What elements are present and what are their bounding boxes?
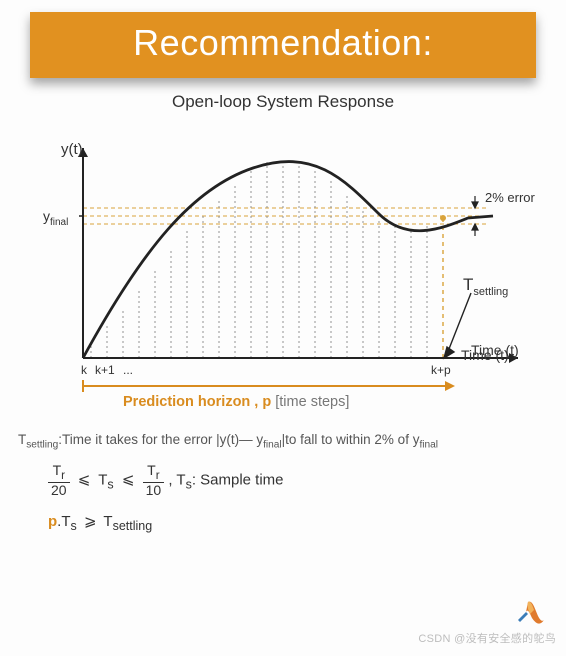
xtick-dots: ... bbox=[123, 363, 133, 377]
sample-gridlines bbox=[91, 158, 427, 358]
chart-area: y(t) yfinal Time (t) Time (t) 2% error T… bbox=[23, 118, 543, 423]
formula-block: Tr20 ⩽ Ts ⩽ Tr10 , Ts: Sample time p.Ts … bbox=[48, 463, 554, 533]
yfinal-label: yfinal bbox=[43, 208, 68, 228]
banner: Recommendation: bbox=[30, 12, 536, 78]
watermark: CSDN @没有安全感的鸵鸟 bbox=[418, 630, 556, 646]
xtick-k: k bbox=[81, 363, 88, 377]
xtick-kp: k+p bbox=[431, 363, 451, 377]
y-axis-label: y(t) bbox=[61, 141, 83, 158]
matlab-logo-icon bbox=[514, 598, 548, 628]
horizon-arrowhead bbox=[445, 381, 455, 391]
error-label: 2% error bbox=[485, 190, 536, 205]
chart-title: Open-loop System Response bbox=[12, 92, 554, 112]
tsettling-caption: Tsettling:Time it takes for the error |y… bbox=[18, 431, 548, 453]
kp-marker bbox=[440, 215, 446, 221]
horizon-inequality: p.Ts ⩾ Tsettling bbox=[48, 512, 554, 533]
time-label: Time (t) bbox=[471, 342, 519, 358]
xtick-k1: k+1 bbox=[95, 363, 115, 377]
sample-time-inequality: Tr20 ⩽ Ts ⩽ Tr10 , Ts: Sample time bbox=[48, 463, 554, 498]
response-chart: y(t) yfinal Time (t) Time (t) 2% error T… bbox=[23, 118, 543, 418]
response-curve bbox=[83, 162, 493, 358]
horizon-label: Prediction horizon , p [time steps] bbox=[123, 394, 349, 410]
